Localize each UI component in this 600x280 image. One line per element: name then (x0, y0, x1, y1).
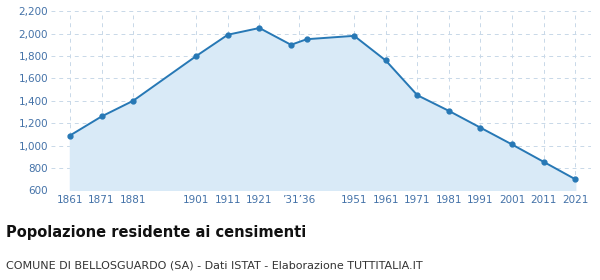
Text: Popolazione residente ai censimenti: Popolazione residente ai censimenti (6, 225, 306, 241)
Text: COMUNE DI BELLOSGUARDO (SA) - Dati ISTAT - Elaborazione TUTTITALIA.IT: COMUNE DI BELLOSGUARDO (SA) - Dati ISTAT… (6, 260, 422, 270)
